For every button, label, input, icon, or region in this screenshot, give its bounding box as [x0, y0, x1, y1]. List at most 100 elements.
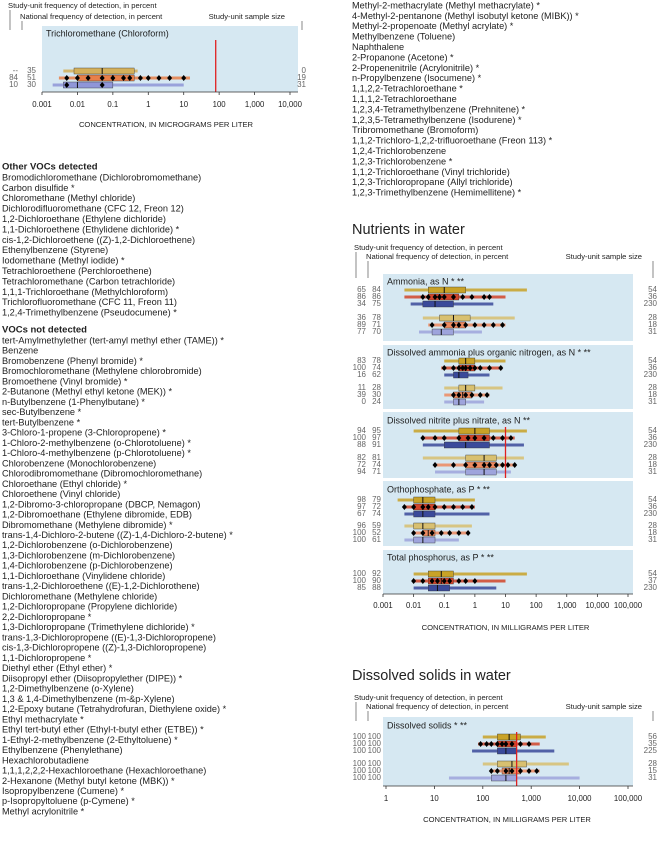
box [431, 328, 454, 336]
sample-point [484, 741, 490, 747]
list-item: 4-Methyl-2-pentanone (Methyl isobutyl ke… [352, 11, 579, 21]
sample-point [437, 294, 443, 300]
study-frequency: 88 [357, 440, 366, 449]
sample-point [181, 75, 187, 81]
sample-point [500, 435, 506, 441]
sample-point [425, 294, 431, 300]
study-frequency: 94 [357, 426, 366, 435]
x-tick-label: 10,000 [568, 794, 593, 803]
header-label: Study-unit sample size [566, 702, 642, 711]
sample-point [432, 462, 438, 468]
study-frequency: 100 [353, 766, 367, 775]
sample-point [509, 741, 515, 747]
list-item: Benzene [2, 346, 38, 356]
sample-point [456, 322, 462, 328]
study-frequency: 67 [357, 509, 366, 518]
study-frequency: 100 [353, 433, 367, 442]
x-tick-label: 100 [476, 794, 490, 803]
study-frequency: 98 [357, 495, 366, 504]
sample-size: 31 [648, 397, 657, 406]
panel-title: Orthophosphate, as P * ** [387, 484, 490, 494]
sample-point [486, 365, 492, 371]
x-tick-label: 0.1 [439, 601, 450, 610]
national-frequency: 70 [372, 327, 381, 336]
sample-size: 31 [648, 535, 657, 544]
list-item: Methyl acrylonitrile * [2, 806, 85, 816]
sample-point [526, 768, 532, 774]
sample-size: 28 [648, 521, 657, 530]
national-frequency: 100 [368, 766, 382, 775]
sample-point [74, 75, 80, 81]
panel-title: Trichloromethane (Chloroform) [46, 28, 169, 38]
list-item: 2-Butanone (Methyl ethyl ketone (MEK)) * [2, 387, 172, 397]
box [413, 510, 436, 518]
sample-point [478, 741, 484, 747]
sample-point [156, 75, 162, 81]
sample-point [463, 578, 469, 584]
x-tick-label: 10 [179, 100, 188, 109]
study-frequency: 36 [357, 313, 366, 322]
sample-point [434, 578, 440, 584]
sample-point [441, 365, 447, 371]
box [413, 536, 436, 544]
sample-point [447, 530, 453, 536]
sample-size: 18 [648, 390, 657, 399]
list-item: Carbon disulfide * [2, 183, 75, 193]
sample-point [472, 462, 478, 468]
sample-point [441, 294, 447, 300]
panel-background [383, 345, 633, 409]
list-item: Methyl-2-propenoate (Methyl acrylate) * [352, 21, 514, 31]
list-item: cis-1,2-Dichloroethene ((Z)-1,2-Dichloro… [2, 235, 195, 245]
sample-point [498, 365, 504, 371]
box [491, 774, 517, 782]
national-frequency: 30 [27, 80, 36, 89]
sample-point [432, 435, 438, 441]
list-item: Tetrachloroethene (Perchloroethene) [2, 266, 152, 276]
list-item: 1,1-Dichloropropene * [2, 653, 92, 663]
list-item: trans-1,3-Dichloropropene ((E)-1,3-Dichl… [2, 632, 216, 642]
sample-point [425, 504, 431, 510]
sample-point [472, 435, 478, 441]
national-frequency: 62 [372, 370, 381, 379]
list-item: n-Butylbenzene (1-Phenylbutane) * [2, 397, 145, 407]
study-frequency: 0 [362, 397, 367, 406]
sample-size: 54 [648, 285, 657, 294]
list-item: cis-1,3-Dichloropropene ((Z)-1,3-Dichlor… [2, 643, 206, 653]
national-frequency: 71 [372, 320, 381, 329]
study-frequency: 34 [357, 299, 366, 308]
list-item: 1,3-Dichlorobenzene (m-Dichlorobenzene) [2, 550, 175, 560]
sample-point [486, 462, 492, 468]
list-item: 1,2,3-Trimethylbenzene (Hemimellitene) * [352, 188, 522, 198]
sample-point [469, 392, 475, 398]
box [465, 468, 497, 476]
list-item: Dibromomethane (Methylene dibromide) * [2, 520, 173, 530]
national-frequency: 86 [372, 292, 381, 301]
x-tick-label: 10,000 [278, 100, 303, 109]
sample-size: 19 [297, 73, 306, 82]
sample-point [494, 768, 500, 774]
national-frequency: 61 [372, 535, 381, 544]
list-item: Diisopropyl ether (Diisopropylether (DIP… [2, 673, 183, 683]
sample-point [429, 578, 435, 584]
header-label: Study-unit frequency of detection, in pe… [354, 243, 503, 252]
list-item: Hexachlorobutadiene [2, 755, 89, 765]
study-frequency: 72 [357, 460, 366, 469]
box [453, 371, 469, 379]
national-frequency: 100 [368, 746, 382, 755]
list-item: Ethylbenzene (Phenylethane) [2, 745, 123, 755]
sample-point [450, 322, 456, 328]
sample-point [110, 75, 116, 81]
study-frequency: 100 [353, 535, 367, 544]
x-tick-label: 0.1 [107, 100, 118, 109]
box [413, 496, 436, 504]
list-item: Ethyl tert-butyl ether (Ethyl-t-butyl et… [2, 725, 204, 735]
sample-point [401, 504, 407, 510]
sample-point [64, 75, 70, 81]
sample-point [450, 392, 456, 398]
sample-point [481, 435, 487, 441]
box [428, 584, 450, 592]
sample-size: 31 [648, 327, 657, 336]
section-heading: Dissolved solids in water [352, 668, 511, 684]
sample-size: 28 [648, 453, 657, 462]
study-frequency: 86 [357, 292, 366, 301]
